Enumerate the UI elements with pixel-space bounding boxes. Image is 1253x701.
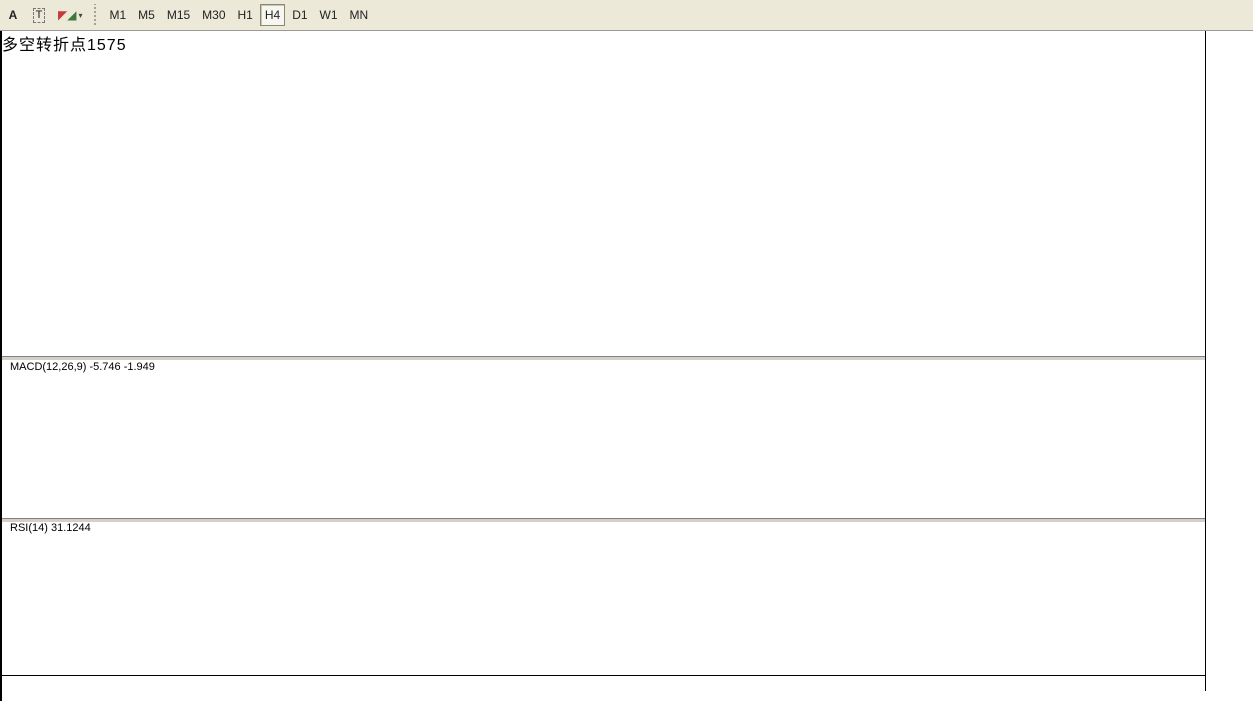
timeframe-button-h4[interactable]: H4: [259, 4, 286, 26]
text-label-tool-button[interactable]: A: [8, 8, 18, 22]
timeframe-button-w1[interactable]: W1: [319, 8, 338, 22]
rsi-label: RSI(14) 31.1244: [10, 522, 91, 534]
timeframe-button-m30[interactable]: M30: [202, 8, 226, 22]
rsi-bottom-border: [2, 675, 1205, 676]
chevron-down-icon: ▾: [78, 10, 83, 20]
time-axis[interactable]: [2, 676, 1205, 693]
chart-window: ▼ XAUUSD-,H4 1553.85 1554.25 1552.03 1553…: [0, 31, 1253, 701]
price-axis[interactable]: [1205, 31, 1253, 691]
arrows-icon: ◤◢: [58, 8, 77, 22]
timeframe-group: M1 M5 M15 M30 H1 H4 D1 W1 MN: [103, 4, 374, 26]
macd-label: MACD(12,26,9) -5.746 -1.949: [10, 361, 155, 373]
text-object-icon: T: [32, 7, 46, 23]
cursor-tool-button[interactable]: ◤◢ ▾: [53, 4, 87, 26]
timeframe-button-m1[interactable]: M1: [109, 8, 127, 22]
toolbar: A T ◤◢ ▾ M1 M5 M15 M30 H1 H4 D1 W1 MN: [0, 0, 1253, 31]
timeframe-button-h1[interactable]: H1: [237, 8, 253, 22]
text-object-tool-button[interactable]: T: [27, 4, 51, 26]
pane-separator[interactable]: [2, 356, 1205, 361]
timeframe-button-m15[interactable]: M15: [166, 8, 191, 22]
timeframe-button-d1[interactable]: D1: [292, 8, 308, 22]
timeframe-button-m5[interactable]: M5: [138, 8, 155, 22]
toolbar-grip[interactable]: [92, 4, 100, 26]
timeframe-button-mn[interactable]: MN: [349, 8, 369, 22]
annotation-text[interactable]: 多空转折点1575: [2, 37, 127, 54]
rsi-pane[interactable]: [2, 31, 302, 181]
pane-separator-2[interactable]: [2, 518, 1205, 523]
